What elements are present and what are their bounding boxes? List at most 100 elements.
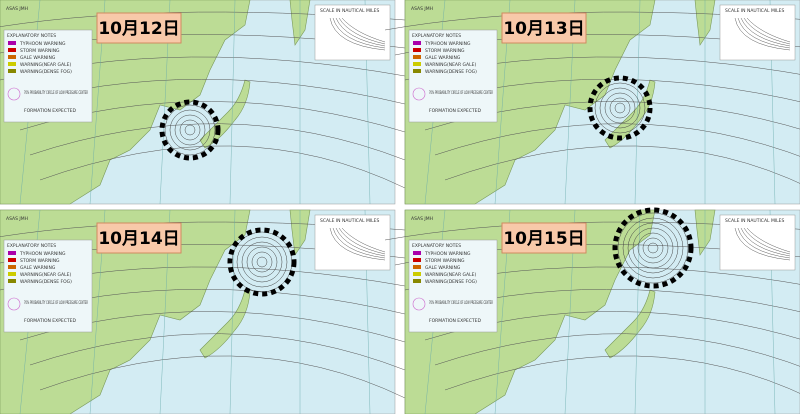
legend-swatch — [413, 48, 421, 52]
storm-isobar — [169, 109, 211, 151]
scale-curve — [743, 227, 791, 255]
scale-curve — [746, 17, 791, 43]
scale-curve — [338, 227, 386, 255]
legend-item: TYPHOON WARNING — [424, 251, 471, 257]
isobar — [434, 333, 800, 367]
graticule — [634, 0, 641, 205]
scale-curve — [335, 227, 386, 257]
storm-isobar — [179, 119, 201, 141]
legend-swatch — [413, 55, 421, 59]
storm-isobar — [174, 114, 206, 146]
legend-swatch — [413, 41, 421, 45]
date-label: 10月13日 — [503, 19, 584, 39]
map-panel: ASAS JMH EXPLANATORY NOTES TYPHOON WARNING… — [0, 0, 406, 205]
storm-isobar — [236, 236, 288, 288]
legend-swatch — [413, 265, 421, 269]
scale-box — [719, 214, 796, 271]
scale-curve — [734, 17, 791, 51]
legend-swatch — [413, 279, 421, 283]
map-panel: ASAS JMH EXPLANATORY NOTES TYPHOON WARNING… — [0, 209, 406, 414]
legend-item: WARNING(DENSE FOG) — [425, 279, 477, 285]
legend-formation: FORMATION EXPECTED — [429, 318, 482, 324]
legend-swatch — [413, 251, 421, 255]
scale-curve — [329, 17, 386, 51]
scale-curve — [329, 227, 386, 261]
legend-probability: 70% PROBABILITY CIRCLE OF LOW PRESSURE C… — [429, 300, 493, 306]
date-label-box — [96, 222, 182, 254]
legend-swatch — [8, 48, 16, 52]
legend-item: WARNING(DENSE FOG) — [20, 69, 72, 75]
japan — [199, 79, 251, 149]
graticule — [634, 209, 641, 414]
japan — [199, 289, 251, 359]
scale-curve — [734, 227, 791, 261]
probability-icon — [7, 87, 21, 101]
scale-title: SCALE IN NAUTICAL MILES — [320, 8, 380, 14]
scale-curve — [332, 17, 386, 49]
map-header: ASAS JMH — [411, 6, 433, 12]
legend-item: STORM WARNING — [20, 258, 60, 264]
legend-title: EXPLANATORY NOTES — [7, 33, 56, 39]
legend-item: WARNING(NEAR GALE) — [20, 62, 71, 68]
legend-item: WARNING(NEAR GALE) — [425, 272, 476, 278]
legend-swatch — [8, 69, 16, 73]
storm-isobar — [637, 232, 669, 264]
scale-curve — [332, 227, 386, 259]
legend-item: GALE WARNING — [425, 265, 461, 271]
storm-isobar — [614, 102, 626, 114]
storm-highlight — [587, 75, 653, 141]
scale-curve — [740, 227, 791, 257]
scale-title: SCALE IN NAUTICAL MILES — [320, 218, 380, 224]
date-label: 10月15日 — [503, 229, 584, 249]
isobar — [434, 123, 800, 157]
japan — [604, 79, 656, 149]
scale-curve — [341, 227, 386, 253]
storm-isobar — [251, 251, 273, 273]
storm-isobar — [627, 222, 679, 274]
map-header: ASAS JMH — [6, 6, 28, 12]
scale-title: SCALE IN NAUTICAL MILES — [725, 218, 785, 224]
legend-swatch — [8, 265, 16, 269]
legend-swatch — [8, 55, 16, 59]
legend-item: GALE WARNING — [20, 55, 56, 61]
legend-probability: 70% PROBABILITY CIRCLE OF LOW PRESSURE C… — [24, 90, 88, 96]
scale-curve — [737, 17, 791, 49]
storm-isobar — [256, 256, 268, 268]
legend-item: TYPHOON WARNING — [19, 41, 66, 47]
storm-isobar — [609, 97, 631, 119]
legend-swatch — [413, 69, 421, 73]
legend-item: WARNING(NEAR GALE) — [20, 272, 71, 278]
storm-highlight — [159, 99, 221, 161]
legend-swatch — [8, 258, 16, 262]
legend-formation: FORMATION EXPECTED — [24, 108, 77, 114]
storm-isobar — [604, 92, 636, 124]
scale-box — [719, 4, 796, 61]
legend-swatch — [8, 251, 16, 255]
storm-isobar — [594, 82, 646, 134]
date-label-box — [96, 12, 182, 44]
storm-isobar — [647, 242, 659, 254]
legend-item: TYPHOON WARNING — [19, 251, 66, 257]
storm-isobar — [184, 124, 196, 136]
legend-probability: 70% PROBABILITY CIRCLE OF LOW PRESSURE C… — [24, 300, 88, 306]
legend-item: STORM WARNING — [425, 258, 465, 264]
scale-title: SCALE IN NAUTICAL MILES — [725, 8, 785, 14]
map-panel: ASAS JMH EXPLANATORY NOTES TYPHOON WARNING… — [384, 0, 800, 205]
probability-icon — [412, 87, 426, 101]
date-label-box — [501, 12, 587, 44]
legend-formation: FORMATION EXPECTED — [24, 318, 77, 324]
storm-isobar — [622, 217, 684, 279]
legend-swatch — [8, 41, 16, 45]
probability-icon — [7, 297, 21, 311]
storm-isobar — [632, 227, 674, 269]
storm-isobar — [642, 237, 664, 259]
date-label-box — [501, 222, 587, 254]
map-panel: ASAS JMH EXPLANATORY NOTES TYPHOON WARNING… — [384, 207, 800, 414]
legend-item: WARNING(DENSE FOG) — [20, 279, 72, 285]
scale-curve — [737, 227, 791, 259]
scale-curve — [341, 17, 386, 43]
isobar — [29, 123, 406, 161]
